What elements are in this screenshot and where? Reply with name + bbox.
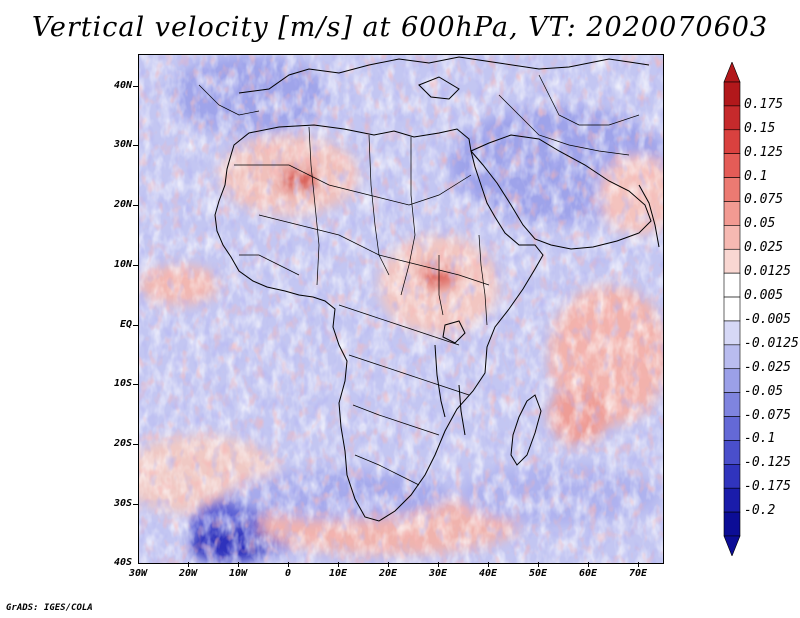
colorbar-label: -0.175 xyxy=(744,479,791,495)
lon-label-30w: 30W xyxy=(128,568,148,579)
lat-tick xyxy=(133,384,138,385)
lon-label-60e: 60E xyxy=(578,568,598,579)
colorbar-label: -0.0125 xyxy=(744,335,799,351)
lon-tick xyxy=(188,562,189,567)
colorbar-segment xyxy=(723,296,741,322)
colorbar-min-arrow xyxy=(723,535,741,556)
colorbar-segment xyxy=(723,368,741,393)
colorbar-segment xyxy=(723,105,741,131)
colorbar-segment xyxy=(723,464,741,489)
colorbar-label: -0.125 xyxy=(744,455,791,471)
colorbar-segment xyxy=(723,320,741,346)
lon-tick xyxy=(288,562,289,567)
lon-tick xyxy=(438,562,439,567)
lon-tick xyxy=(238,562,239,567)
colorbar-segment xyxy=(723,511,741,537)
lat-label-10s: 10S xyxy=(113,378,132,389)
colorbar-segment xyxy=(723,487,741,513)
lat-label-40n: 40N xyxy=(113,80,132,91)
lat-label-20s: 20S xyxy=(113,438,132,449)
lat-label-eq: EQ xyxy=(119,319,132,330)
colorbar-label: 0.025 xyxy=(744,240,784,256)
grads-credit: GrADS: IGES/COLA xyxy=(6,603,93,613)
coastlines xyxy=(214,56,660,522)
colorbar-label: 0.1 xyxy=(744,168,768,184)
lat-tick xyxy=(133,145,138,146)
colorbar-segment xyxy=(723,201,741,226)
lat-tick xyxy=(133,205,138,206)
lon-tick xyxy=(588,562,589,567)
lon-tick xyxy=(488,562,489,567)
lon-label-30e: 30E xyxy=(428,568,448,579)
lon-tick xyxy=(538,562,539,567)
colorbar-segment xyxy=(723,416,741,441)
lon-tick xyxy=(638,562,639,567)
colorbar-label: -0.05 xyxy=(744,383,784,399)
lat-tick xyxy=(133,504,138,505)
colorbar-segment xyxy=(723,129,741,154)
colorbar-segment xyxy=(723,344,741,370)
lat-label-40s: 40S xyxy=(113,557,132,568)
colorbar-segment xyxy=(723,440,741,465)
colorbar-label: 0.0125 xyxy=(744,264,791,280)
colorbar-label: 0.005 xyxy=(744,288,784,304)
colorbar-segment xyxy=(723,272,741,298)
colorbar-segment xyxy=(723,225,741,250)
colorbar-label: -0.025 xyxy=(744,359,791,375)
lon-label-10w: 10W xyxy=(228,568,248,579)
lat-tick xyxy=(133,325,138,326)
lat-label-20n: 20N xyxy=(113,199,132,210)
colorbar-segment xyxy=(723,392,741,417)
colorbar xyxy=(723,62,741,556)
lon-label-10e: 10E xyxy=(328,568,348,579)
lon-label-50e: 50E xyxy=(528,568,548,579)
colorbar-label: 0.05 xyxy=(744,216,776,232)
lon-tick xyxy=(388,562,389,567)
lon-label-0: 0 xyxy=(284,568,292,579)
lat-tick xyxy=(133,86,138,87)
colorbar-segment xyxy=(723,81,741,107)
country-borders xyxy=(198,74,640,486)
lon-label-40e: 40E xyxy=(478,568,498,579)
colorbar-label: 0.15 xyxy=(744,120,776,136)
colorbar-label: -0.1 xyxy=(744,431,776,447)
map-title: Vertical velocity [m/s] at 600hPa, VT: 2… xyxy=(31,12,769,43)
lat-label-30n: 30N xyxy=(113,139,132,150)
colorbar-max-arrow xyxy=(723,62,741,83)
colorbar-label: 0.075 xyxy=(744,192,784,208)
lon-label-70e: 70E xyxy=(628,568,648,579)
lat-tick xyxy=(133,444,138,445)
lat-label-30s: 30S xyxy=(113,498,132,509)
colorbar-label: -0.075 xyxy=(744,407,791,423)
colorbar-label: 0.175 xyxy=(744,96,784,112)
velocity-map[interactable] xyxy=(138,54,664,564)
blue-streaks xyxy=(139,55,663,563)
colorbar-segment xyxy=(723,153,741,178)
velocity-field xyxy=(139,55,663,563)
lat-tick xyxy=(133,265,138,266)
lon-label-20e: 20E xyxy=(378,568,398,579)
lon-tick xyxy=(338,562,339,567)
lat-label-10n: 10N xyxy=(113,259,132,270)
lon-label-20w: 20W xyxy=(178,568,198,579)
colorbar-label: -0.005 xyxy=(744,311,791,327)
colorbar-label: 0.125 xyxy=(744,144,784,160)
colorbar-segment xyxy=(723,177,741,202)
colorbar-segment xyxy=(723,248,741,274)
colorbar-label: -0.2 xyxy=(744,503,776,519)
